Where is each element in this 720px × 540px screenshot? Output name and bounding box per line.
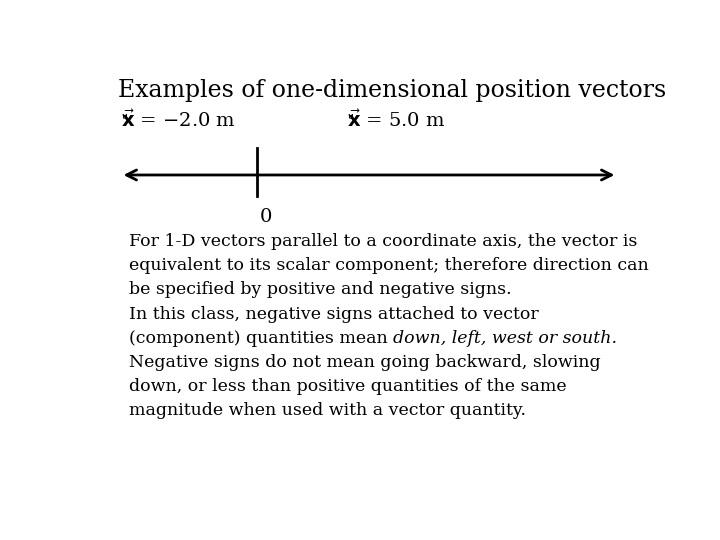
Text: down, left, west or south.: down, left, west or south.	[393, 329, 617, 347]
Text: For 1-D vectors parallel to a coordinate axis, the vector is: For 1-D vectors parallel to a coordinate…	[129, 233, 637, 250]
Text: Negative signs do not mean going backward, slowing: Negative signs do not mean going backwar…	[129, 354, 600, 371]
Text: Examples of one-dimensional position vectors: Examples of one-dimensional position vec…	[118, 79, 666, 103]
Text: be specified by positive and negative signs.: be specified by positive and negative si…	[129, 281, 512, 299]
Text: u: u	[122, 112, 128, 121]
Text: (component) quantities mean: (component) quantities mean	[129, 329, 393, 347]
Text: magnitude when used with a vector quantity.: magnitude when used with a vector quanti…	[129, 402, 526, 419]
Text: $\vec{\mathbf{x}}$ = 5.0 m: $\vec{\mathbf{x}}$ = 5.0 m	[347, 110, 445, 131]
Text: equivalent to its scalar component; therefore direction can: equivalent to its scalar component; ther…	[129, 258, 649, 274]
Text: down, or less than positive quantities of the same: down, or less than positive quantities o…	[129, 378, 567, 395]
Text: 0: 0	[260, 208, 273, 226]
Text: In this class, negative signs attached to vector: In this class, negative signs attached t…	[129, 306, 539, 322]
Text: $\vec{\mathbf{x}}$ = −2.0 m: $\vec{\mathbf{x}}$ = −2.0 m	[121, 110, 235, 131]
Text: u: u	[348, 112, 354, 121]
